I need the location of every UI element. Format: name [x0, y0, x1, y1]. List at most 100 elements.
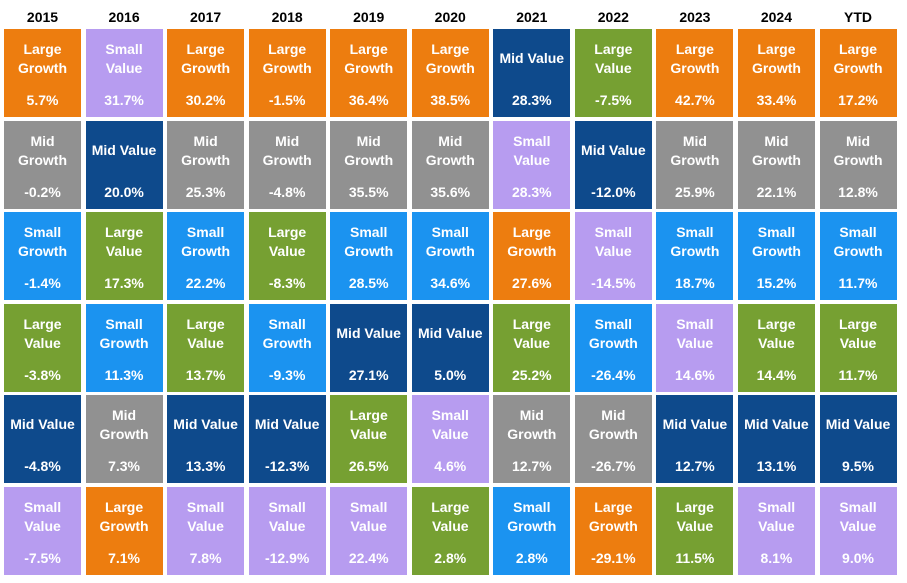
cell-return-value: 25.9%: [675, 183, 715, 200]
cell-return-value: 33.4%: [756, 92, 797, 108]
table-cell: Large Growth 7.1%: [85, 487, 163, 575]
cell-return-value: -7.5%: [24, 550, 61, 566]
cell-category-label: Large Growth: [507, 224, 557, 260]
cell-return-value: 25.2%: [511, 366, 552, 383]
table-cell: Small Value 31.7%: [85, 29, 163, 117]
cell-category-label: Small Growth: [588, 315, 638, 351]
cell-category-label: Large Value: [186, 315, 225, 351]
cell-return-value: 13.1%: [756, 458, 797, 475]
table-cell: Small Value -12.9%: [248, 487, 326, 575]
cell-category-label: Large Growth: [181, 41, 231, 76]
table-cell: Mid Growth 25.9%: [656, 120, 734, 209]
column-header: YTD: [844, 9, 872, 25]
cell-category-label: Large Value: [512, 315, 551, 351]
cell-return-value: 12.7%: [511, 458, 552, 475]
cell-return-value: -9.3%: [268, 366, 306, 383]
cell-category-label: Large Growth: [670, 41, 720, 76]
cell-category-label: Small Value: [105, 41, 143, 76]
cell-return-value: 22.1%: [756, 183, 797, 200]
cell-return-value: 27.6%: [511, 275, 552, 292]
cell-return-value: 22.4%: [348, 550, 389, 566]
cell-category-label: Large Value: [431, 499, 470, 534]
cell-return-value: -12.9%: [264, 550, 310, 566]
cell-category-label: Mid Growth: [99, 407, 149, 443]
cell-category-label: Large Growth: [425, 41, 475, 76]
table-cell: Small Growth 22.2%: [167, 212, 245, 301]
cell-category-label: Mid Growth: [425, 132, 475, 168]
cell-category-label: Mid Value: [825, 416, 891, 433]
cell-category-label: Large Value: [594, 41, 633, 76]
cell-return-value: 11.3%: [104, 366, 144, 383]
table-cell: Small Growth 28.5%: [330, 212, 408, 301]
cell-return-value: 35.5%: [348, 183, 389, 200]
cell-return-value: -1.5%: [268, 92, 306, 108]
cell-category-label: Mid Value: [254, 416, 320, 433]
cell-category-label: Small Growth: [18, 224, 67, 260]
table-cell: Large Value 26.5%: [330, 395, 408, 484]
table-cell: Small Value 4.6%: [411, 395, 489, 484]
cell-category-label: Mid Growth: [833, 132, 883, 168]
cell-return-value: -3.8%: [24, 366, 61, 383]
table-cell: Small Value 7.8%: [167, 487, 245, 575]
table-cell: Small Growth 11.7%: [819, 212, 897, 301]
cell-return-value: 12.8%: [838, 183, 878, 200]
table-cell: Mid Value -12.3%: [248, 395, 326, 484]
cell-return-value: 28.3%: [511, 183, 552, 200]
cell-category-label: Mid Growth: [18, 132, 67, 168]
table-cell: Small Value 8.1%: [737, 487, 815, 575]
table-cell: Small Value -7.5%: [4, 487, 81, 575]
table-cell: Mid Value -4.8%: [4, 395, 81, 484]
cell-category-label: Small Value: [839, 499, 877, 534]
cell-category-label: Mid Value: [336, 324, 401, 341]
cell-category-label: Large Growth: [99, 499, 149, 534]
cell-return-value: 9.5%: [842, 458, 874, 475]
cell-category-label: Small Growth: [425, 224, 475, 260]
table-cell: Small Value 22.4%: [330, 487, 408, 575]
cell-category-label: Mid Value: [173, 416, 238, 433]
table-cell: Mid Growth -26.7%: [574, 395, 652, 484]
cell-category-label: Small Growth: [99, 315, 149, 351]
column-header: 2023: [679, 9, 711, 25]
table-cell: Large Value 2.8%: [411, 487, 489, 575]
cell-category-label: Mid Growth: [344, 132, 394, 168]
cell-category-label: Large Growth: [262, 41, 312, 76]
cell-return-value: 8.1%: [760, 550, 793, 566]
table-cell: Mid Growth 35.5%: [330, 120, 408, 209]
cell-category-label: Large Value: [349, 407, 388, 443]
table-cell: Small Value -14.5%: [574, 212, 652, 301]
table-cell: Large Growth 27.6%: [493, 212, 571, 301]
table-cell: Large Growth 30.2%: [167, 29, 245, 117]
cell-return-value: 28.3%: [511, 92, 552, 108]
table-cell: Mid Value 28.3%: [493, 29, 571, 117]
column-header: 2016: [108, 9, 140, 25]
cell-category-label: Small Growth: [344, 224, 394, 260]
cell-return-value: 2.8%: [515, 550, 548, 566]
table-cell: Large Value 13.7%: [167, 303, 245, 392]
cell-category-label: Small Value: [513, 132, 551, 168]
cell-category-label: Mid Value: [10, 416, 75, 433]
cell-return-value: 26.5%: [348, 458, 389, 475]
column-header: 2024: [760, 9, 793, 25]
cell-category-label: Large Value: [268, 224, 307, 260]
cell-return-value: 14.4%: [756, 366, 797, 383]
table-cell: Large Growth -29.1%: [574, 487, 652, 575]
table-cell: Mid Growth 12.8%: [819, 120, 897, 209]
cell-category-label: Large Value: [104, 224, 144, 260]
table-cell: Large Value -3.8%: [4, 303, 81, 392]
cell-return-value: 34.6%: [430, 275, 471, 292]
cell-return-value: 30.2%: [185, 92, 226, 108]
cell-return-value: 13.3%: [185, 458, 226, 475]
table-cell: Small Growth 34.6%: [411, 212, 489, 301]
cell-category-label: Mid Growth: [670, 132, 720, 168]
table-cell: Small Growth 15.2%: [737, 212, 815, 301]
table-cell: Mid Growth -0.2%: [4, 120, 81, 209]
cell-return-value: -1.4%: [24, 275, 61, 292]
cell-category-label: Mid Growth: [507, 407, 557, 443]
cell-return-value: 5.7%: [26, 92, 59, 108]
cell-return-value: -29.1%: [591, 550, 636, 566]
cell-category-label: Small Growth: [833, 224, 883, 260]
column-header: 2018: [271, 9, 303, 25]
cell-category-label: Small Growth: [507, 499, 557, 534]
cell-category-label: Small Growth: [670, 224, 720, 260]
cell-return-value: 4.6%: [434, 458, 467, 475]
